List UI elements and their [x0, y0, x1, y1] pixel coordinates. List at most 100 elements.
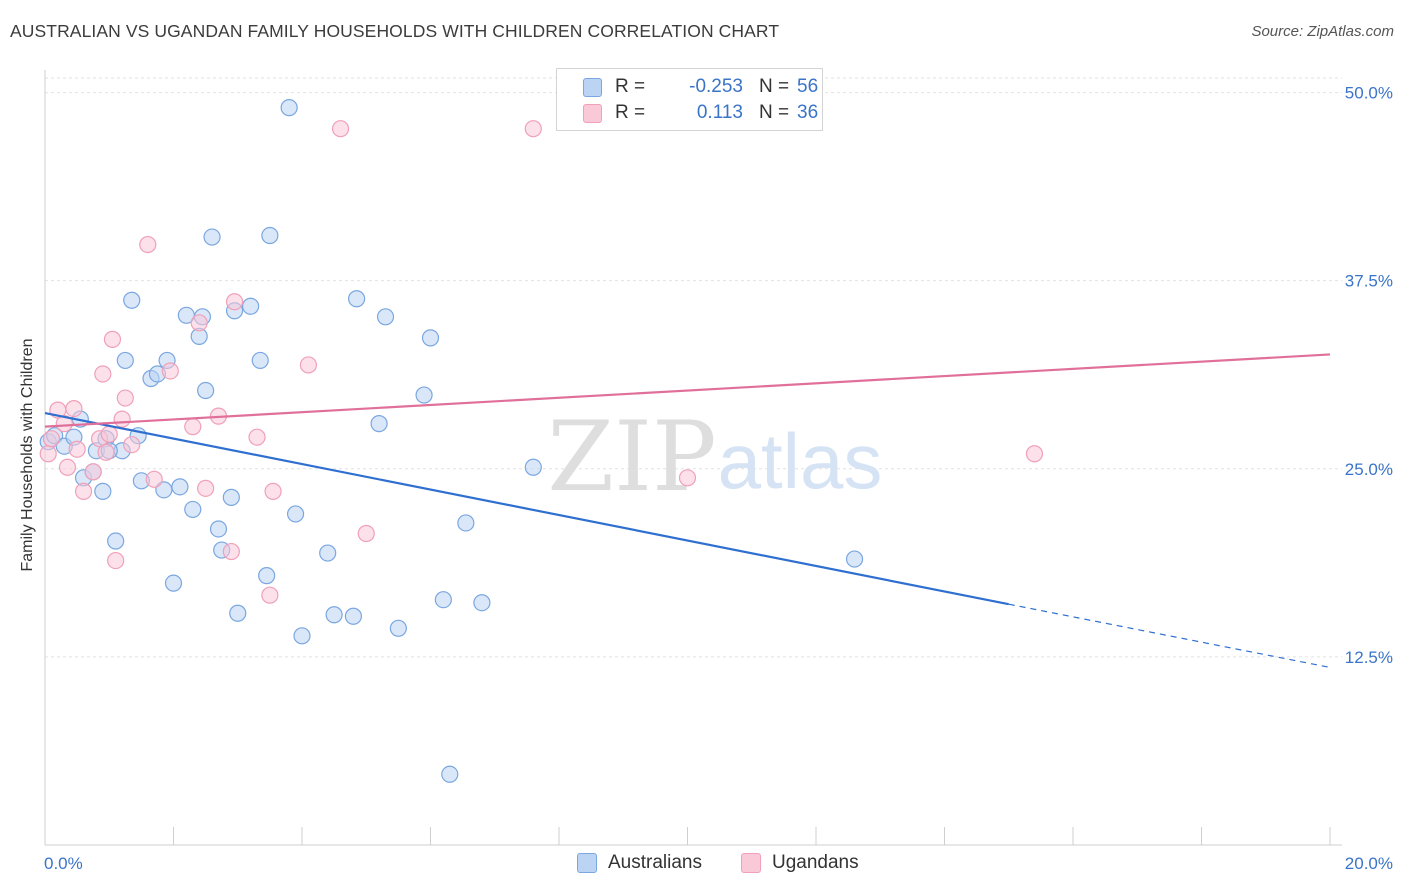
australians-point: [473, 594, 491, 612]
legend-label-australians: Australians: [608, 852, 702, 873]
australians-point: [280, 99, 298, 117]
grid-layer: [45, 77, 1342, 658]
watermark: ZIP atlas: [547, 401, 882, 513]
watermark-zip: ZIP: [547, 401, 716, 513]
n-label: N =: [759, 76, 790, 97]
ugandans-point: [107, 551, 125, 570]
ugandans-point: [55, 415, 73, 433]
australians-point: [107, 532, 125, 550]
australians-point: [389, 619, 407, 637]
australians-point: [441, 765, 459, 783]
australians-r-value: -0.253: [689, 76, 743, 97]
tick-labels: 12.5% 25.0% 37.5% 50.0% 0.0% 20.0%: [44, 84, 1393, 873]
australians-point: [171, 478, 189, 496]
ugandans-r-value: 0.113: [696, 102, 743, 123]
australians-swatch-icon: [583, 77, 602, 97]
source-credit: Source: ZipAtlas.com: [1251, 23, 1394, 40]
australians-point: [524, 458, 542, 476]
y-tick-label: 37.5%: [1345, 272, 1393, 291]
australians-point: [209, 520, 228, 538]
y-tick-label: 12.5%: [1345, 648, 1393, 667]
correlation-legend: R = -0.253 N = 56 R = 0.113 N = 36: [556, 68, 823, 131]
australians-trend-extension: [1008, 603, 1331, 669]
ugandans-point: [190, 314, 208, 332]
legend-item-ugandans[interactable]: Ugandans: [741, 852, 859, 874]
australians-point: [197, 381, 215, 400]
ugandans-point: [678, 469, 697, 487]
legend-label-ugandans: Ugandans: [772, 852, 859, 873]
ugandans-swatch-icon: [583, 103, 602, 123]
australians-point: [251, 351, 269, 370]
australians-point: [242, 297, 260, 315]
ugandans-point: [123, 436, 141, 454]
australians-trend-line: [44, 412, 1009, 606]
ugandans-point: [264, 482, 282, 500]
y-tick-label: 50.0%: [1345, 84, 1393, 103]
australians-point: [229, 604, 247, 622]
australians-point: [376, 308, 395, 326]
ugandans-point: [113, 410, 131, 428]
ugandans-n-value: 36: [797, 102, 819, 123]
australians-point: [319, 544, 337, 562]
ugandans-point: [74, 482, 93, 500]
ugandans-point: [357, 524, 375, 543]
australians-point: [184, 500, 202, 519]
australians-point: [370, 415, 388, 433]
ugandans-point: [1025, 445, 1044, 463]
australians-point: [258, 567, 276, 585]
australians-point: [344, 607, 362, 625]
x-tick-label: 20.0%: [1345, 854, 1393, 873]
points-layer: [39, 99, 1044, 783]
ugandans-legend-icon: [741, 853, 761, 873]
legend-item-australians[interactable]: Australians: [577, 852, 702, 874]
australians-point: [457, 514, 475, 532]
ugandans-trend-line: [44, 353, 1331, 428]
australians-point: [348, 290, 366, 308]
australians-point: [155, 481, 173, 499]
australians-point: [325, 606, 343, 624]
ugandans-point: [225, 293, 244, 311]
ugandans-point: [58, 458, 77, 476]
ugandans-point: [145, 470, 163, 488]
australians-point: [164, 574, 183, 592]
ugandans-point: [84, 463, 102, 481]
ugandans-point: [39, 445, 57, 463]
ugandans-point: [100, 425, 118, 443]
ugandans-point: [222, 542, 240, 561]
australians-point: [293, 627, 311, 645]
ugandans-point: [248, 428, 266, 446]
australians-point: [94, 482, 112, 500]
ugandans-point: [184, 418, 202, 436]
ugandans-point: [42, 430, 61, 448]
australians-point: [116, 351, 134, 370]
australians-point: [845, 550, 864, 568]
australians-point: [222, 488, 240, 506]
ugandans-point: [97, 443, 115, 461]
ugandans-point: [261, 586, 279, 604]
australians-n-value: 56: [797, 76, 819, 97]
n-label: N =: [759, 102, 790, 123]
ugandans-point: [161, 362, 179, 380]
australians-point: [421, 329, 440, 347]
ugandans-point: [524, 120, 542, 138]
ugandans-point: [94, 365, 112, 383]
australians-point: [286, 505, 305, 523]
watermark-atlas: atlas: [718, 417, 883, 505]
y-tick-label: 25.0%: [1345, 460, 1393, 479]
australians-point: [434, 591, 452, 609]
australians-point: [261, 226, 279, 245]
australians-point: [123, 291, 141, 309]
ugandans-point: [65, 399, 83, 418]
ugandans-point: [68, 440, 86, 458]
r-label: R =: [615, 76, 646, 97]
r-label: R =: [615, 102, 646, 123]
ugandans-point: [299, 356, 318, 374]
series-legend: Australians Ugandans: [0, 852, 1406, 876]
australians-legend-icon: [577, 853, 597, 873]
trend-layer: [44, 353, 1331, 669]
ugandans-point: [103, 330, 122, 348]
ugandans-point: [197, 479, 215, 497]
chart-title: AUSTRALIAN VS UGANDAN FAMILY HOUSEHOLDS …: [10, 21, 780, 41]
australians-point: [203, 228, 221, 246]
